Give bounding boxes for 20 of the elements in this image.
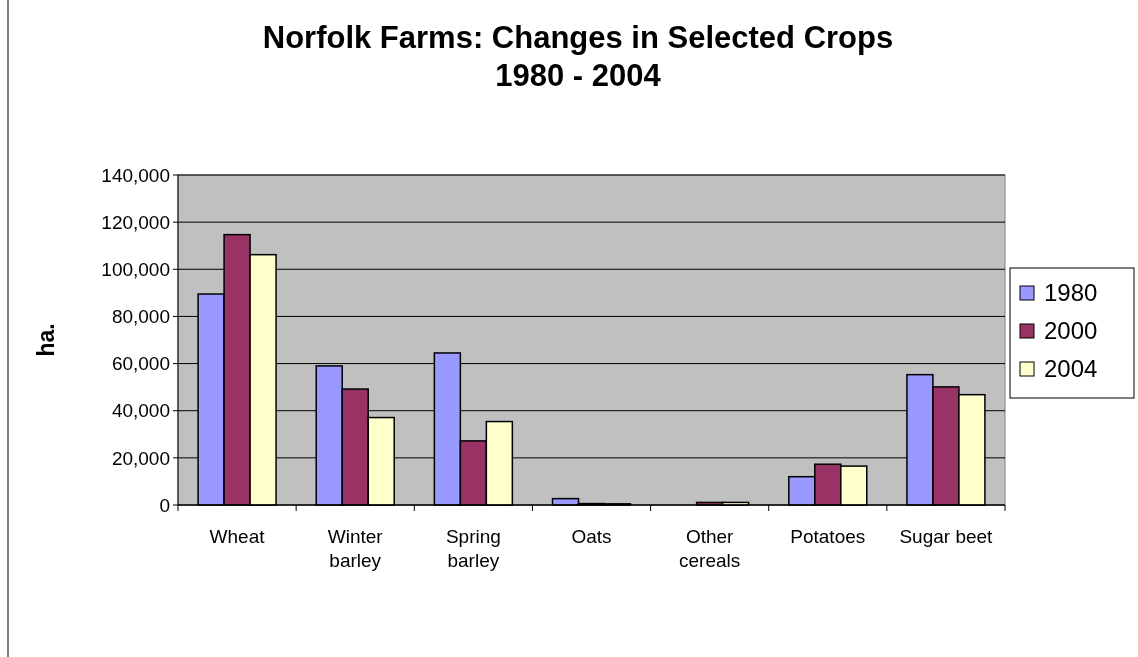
x-tick-label: Potatoes <box>790 526 866 547</box>
chart-title: Norfolk Farms: Changes in Selected Crops 1980 - 2004 <box>262 20 894 93</box>
y-tick-label: 140,000 <box>101 164 170 186</box>
y-tick-label: 20,000 <box>111 447 170 469</box>
y-tick-label: 40,000 <box>111 400 170 422</box>
x-tick-label: Winter barley <box>327 526 384 571</box>
legend-label: 1980 <box>1044 279 1098 307</box>
y-tick-label: 100,000 <box>101 258 170 280</box>
y-tick-label: 60,000 <box>111 353 170 375</box>
x-tick-label: Oats <box>571 526 612 547</box>
x-tick-label: Spring barley <box>445 526 501 571</box>
y-axis-title: ha. <box>33 323 59 357</box>
x-tick-label: Sugar beet <box>899 526 994 547</box>
y-tick-label: 80,000 <box>111 306 170 328</box>
legend-label: 2000 <box>1044 317 1098 345</box>
x-tick-label: Other cereals <box>679 526 741 571</box>
legend-label: 2004 <box>1044 355 1098 383</box>
x-tick-label: Wheat <box>209 526 266 547</box>
y-tick-label: 120,000 <box>101 211 170 233</box>
y-tick-label: 0 <box>159 494 170 516</box>
